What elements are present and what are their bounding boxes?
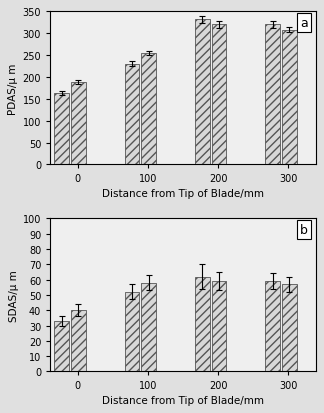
Bar xyxy=(141,54,156,165)
Bar xyxy=(54,94,69,165)
Text: a: a xyxy=(300,17,308,30)
Bar xyxy=(265,25,280,165)
Bar xyxy=(125,292,139,372)
Y-axis label: PDAS/μ m: PDAS/μ m xyxy=(8,63,18,114)
Bar xyxy=(125,65,139,165)
Bar xyxy=(212,281,226,372)
Bar xyxy=(282,31,297,165)
Y-axis label: SDAS/μ m: SDAS/μ m xyxy=(8,269,18,321)
Bar xyxy=(282,285,297,372)
Text: b: b xyxy=(300,223,308,236)
X-axis label: Distance from Tip of Blade/mm: Distance from Tip of Blade/mm xyxy=(102,395,264,405)
Bar xyxy=(71,311,86,372)
Bar xyxy=(195,20,210,165)
Bar xyxy=(54,321,69,372)
Bar xyxy=(212,25,226,165)
X-axis label: Distance from Tip of Blade/mm: Distance from Tip of Blade/mm xyxy=(102,188,264,198)
Bar xyxy=(195,277,210,372)
Bar xyxy=(265,281,280,372)
Bar xyxy=(71,83,86,165)
Bar xyxy=(141,283,156,372)
